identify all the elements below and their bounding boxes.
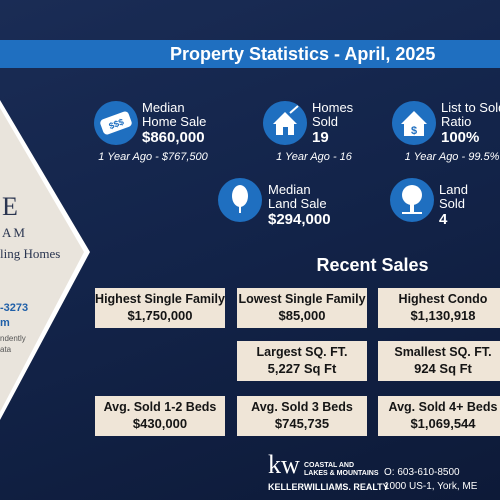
side-text: E <box>2 192 18 221</box>
header-bar <box>0 40 500 68</box>
sale-label: Avg. Sold 4+ Beds <box>388 400 498 414</box>
stat-label: Median Land Sale <box>268 182 327 211</box>
stat-value: 100% <box>441 129 480 146</box>
sale-label: Avg. Sold 3 Beds <box>251 400 353 414</box>
sale-box: Largest SQ. FT. 5,227 Sq Ft <box>237 341 367 381</box>
sale-box: Smallest SQ. FT. 924 Sq Ft <box>378 341 500 381</box>
sale-value: $430,000 <box>132 416 188 431</box>
stat-value: 19 <box>312 129 329 146</box>
stat-previous: 1 Year Ago - $767,500 <box>98 151 208 163</box>
side-text: AM <box>2 225 27 240</box>
side-text: ata <box>0 345 12 354</box>
recent-sales-title: Recent Sales <box>316 255 429 275</box>
stat-previous: 1 Year Ago - 16 <box>276 151 352 163</box>
sale-label: Highest Single Family <box>95 292 225 306</box>
footer-logo: kw <box>268 450 300 479</box>
footer-address: 1000 US-1, York, ME <box>384 481 478 492</box>
sale-box: Avg. Sold 4+ Beds $1,069,544 <box>378 396 500 436</box>
header-title: Property Statistics - April, 2025 <box>170 44 436 64</box>
stat-value: $860,000 <box>142 129 205 146</box>
sale-box: Highest Single Family $1,750,000 <box>95 288 225 328</box>
stat-previous: 1 Year Ago - 99.5% <box>404 151 500 163</box>
sale-value: 924 Sq Ft <box>414 361 472 376</box>
sale-box: Avg. Sold 3 Beds $745,735 <box>237 396 367 436</box>
side-text: ling Homes <box>0 246 61 261</box>
sale-value: $85,000 <box>278 308 326 323</box>
sale-value: $1,069,544 <box>410 416 476 431</box>
sale-label: Smallest SQ. FT. <box>394 345 492 359</box>
sale-box: Avg. Sold 1-2 Beds $430,000 <box>95 396 225 436</box>
stat-label: List to Sold Ratio <box>441 100 500 129</box>
footer-brand-name: KELLERWILLIAMS. REALTY <box>268 482 389 492</box>
icon-ratio: $ <box>392 101 436 145</box>
icon-house <box>263 101 307 145</box>
icon-sale: $$$ <box>94 101 138 145</box>
footer-phone: O: 603-610-8500 <box>384 467 460 478</box>
sale-label: Largest SQ. FT. <box>256 345 348 359</box>
sale-box: Lowest Single Family $85,000 <box>237 288 367 328</box>
stat-label: Land Sold <box>439 182 468 211</box>
sale-box: Highest Condo $1,130,918 <box>378 288 500 328</box>
side-text: ndently <box>0 334 26 343</box>
svg-text:$$$: $$$ <box>108 117 126 132</box>
side-text: m <box>0 317 10 329</box>
sale-value: $1,130,918 <box>410 308 476 323</box>
sale-label: Highest Condo <box>398 292 488 306</box>
sale-value: 5,227 Sq Ft <box>267 361 337 376</box>
footer-brand: LAKES & MOUNTAINS <box>304 470 379 477</box>
svg-text:$: $ <box>411 125 417 137</box>
sale-label: Lowest Single Family <box>238 292 366 306</box>
icon-land <box>218 178 262 222</box>
sale-value: $745,735 <box>274 416 330 431</box>
side-panel <box>0 108 84 412</box>
icon-land-sold <box>390 178 434 222</box>
stat-label: Homes Sold <box>312 100 354 129</box>
side-text: -3273 <box>0 302 29 314</box>
sale-label: Avg. Sold 1-2 Beds <box>103 400 217 414</box>
footer-brand: COASTAL AND <box>304 462 355 469</box>
sale-value: $1,750,000 <box>127 308 193 323</box>
stat-value: 4 <box>439 211 448 228</box>
stat-value: $294,000 <box>268 211 331 228</box>
stat-label: Median Home Sale <box>142 100 207 129</box>
